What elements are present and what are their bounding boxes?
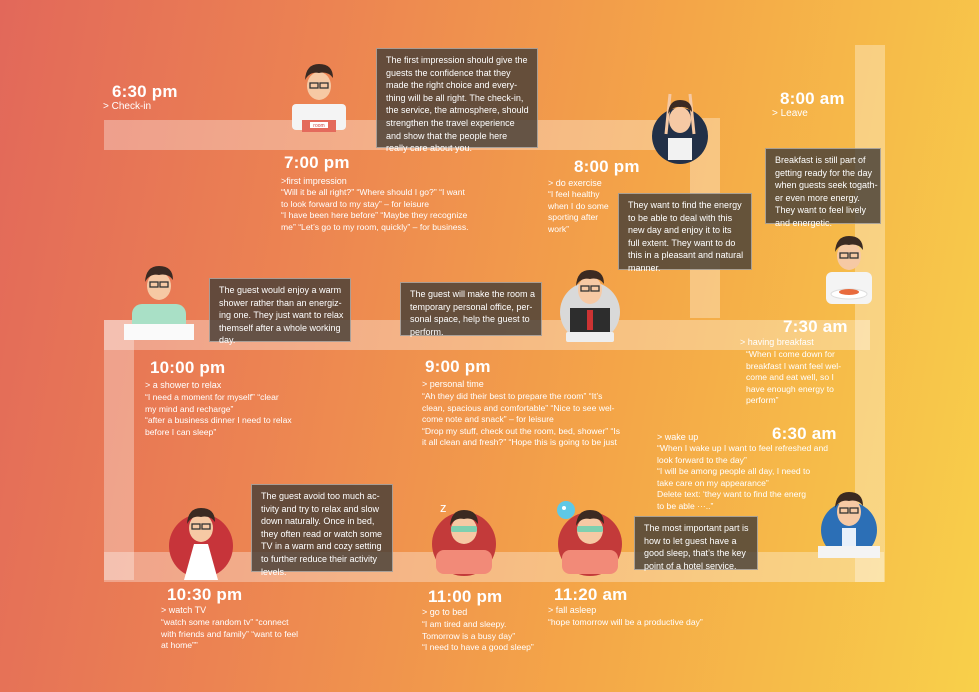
quote-bed: “I am tired and sleepy. Tomorrow is a bus… bbox=[422, 619, 534, 653]
quote-wakeup: “When I wake up I want to feel refreshed… bbox=[657, 443, 829, 511]
stage-label-leave: > Leave bbox=[772, 108, 808, 119]
time-checkin: 6:30 pm bbox=[112, 82, 178, 101]
checkin-guest-illustration: room bbox=[288, 58, 350, 136]
stage-label-tv: > watch TV bbox=[161, 605, 207, 615]
note-breakfast: Breakfast is still part of getting ready … bbox=[765, 148, 881, 228]
shower-guest-illustration bbox=[124, 258, 194, 340]
stage-label-checkin: > Check-in bbox=[103, 101, 152, 112]
quote-tv: “watch some random tv” “connect with frie… bbox=[161, 617, 299, 651]
tv-guest-illustration bbox=[166, 500, 236, 580]
time-asleep: 11:20 am bbox=[554, 585, 628, 604]
note-shower: The guest would enjoy a warm shower rathe… bbox=[209, 278, 351, 345]
breakfast-guest-illustration bbox=[818, 232, 880, 306]
quote-shower: “I need a moment for myself” “clear my mi… bbox=[145, 392, 292, 437]
sleep-z-icon: z bbox=[440, 500, 447, 515]
note-first-impression: The first impression should give the gues… bbox=[376, 48, 538, 153]
time-tv: 10:30 pm bbox=[167, 585, 243, 604]
wakeup-guest-illustration bbox=[818, 484, 880, 560]
time-breakfast: 7:30 am bbox=[783, 317, 848, 336]
room-sign-text: room bbox=[313, 123, 324, 129]
room-guest-illustration bbox=[552, 262, 628, 346]
quote-first-impression: “Will it be all right?” “Where should I … bbox=[281, 187, 469, 232]
time-leave: 8:00 am bbox=[780, 89, 845, 108]
time-wakeup: 6:30 am bbox=[772, 424, 837, 443]
note-sleep: The most important part is how to let gue… bbox=[634, 516, 758, 571]
time-personal: 9:00 pm bbox=[425, 357, 491, 376]
exercise-guest-illustration bbox=[648, 88, 712, 164]
note-tv: The guest avoid too much ac-tivity and t… bbox=[251, 484, 393, 577]
quote-exercise: “I feel healthy when I do some sporting af… bbox=[548, 189, 609, 234]
time-shower: 10:00 pm bbox=[150, 358, 226, 377]
stage-label-breakfast: > having breakfast bbox=[740, 337, 814, 347]
asleep-guest-illustration bbox=[552, 494, 626, 578]
bed-guest-illustration: z bbox=[428, 496, 500, 578]
note-energy: They want to find the energy to be able t… bbox=[618, 193, 752, 273]
note-room: The guest will make the room a temporary … bbox=[400, 282, 542, 337]
stage-label-first-impression: >first impression bbox=[281, 176, 347, 186]
stage-label-bed: > go to bed bbox=[422, 607, 468, 617]
time-bed: 11:00 pm bbox=[428, 587, 503, 606]
stage-label-shower: > a shower to relax bbox=[145, 380, 222, 390]
stage-label-wakeup: > wake up bbox=[657, 432, 699, 442]
quote-asleep: “hope tomorrow will be a productive day” bbox=[548, 617, 703, 627]
quote-breakfast: “When I come down for breakfast I want fe… bbox=[746, 349, 842, 406]
quote-personal: “Ah they did their best to prepare the r… bbox=[422, 391, 621, 448]
stage-label-exercise: > do exercise bbox=[548, 178, 602, 188]
time-first-impression: 7:00 pm bbox=[284, 153, 350, 172]
stage-label-asleep: > fall asleep bbox=[548, 605, 597, 615]
stage-label-personal: > personal time bbox=[422, 379, 484, 389]
time-exercise: 8:00 pm bbox=[574, 157, 640, 176]
